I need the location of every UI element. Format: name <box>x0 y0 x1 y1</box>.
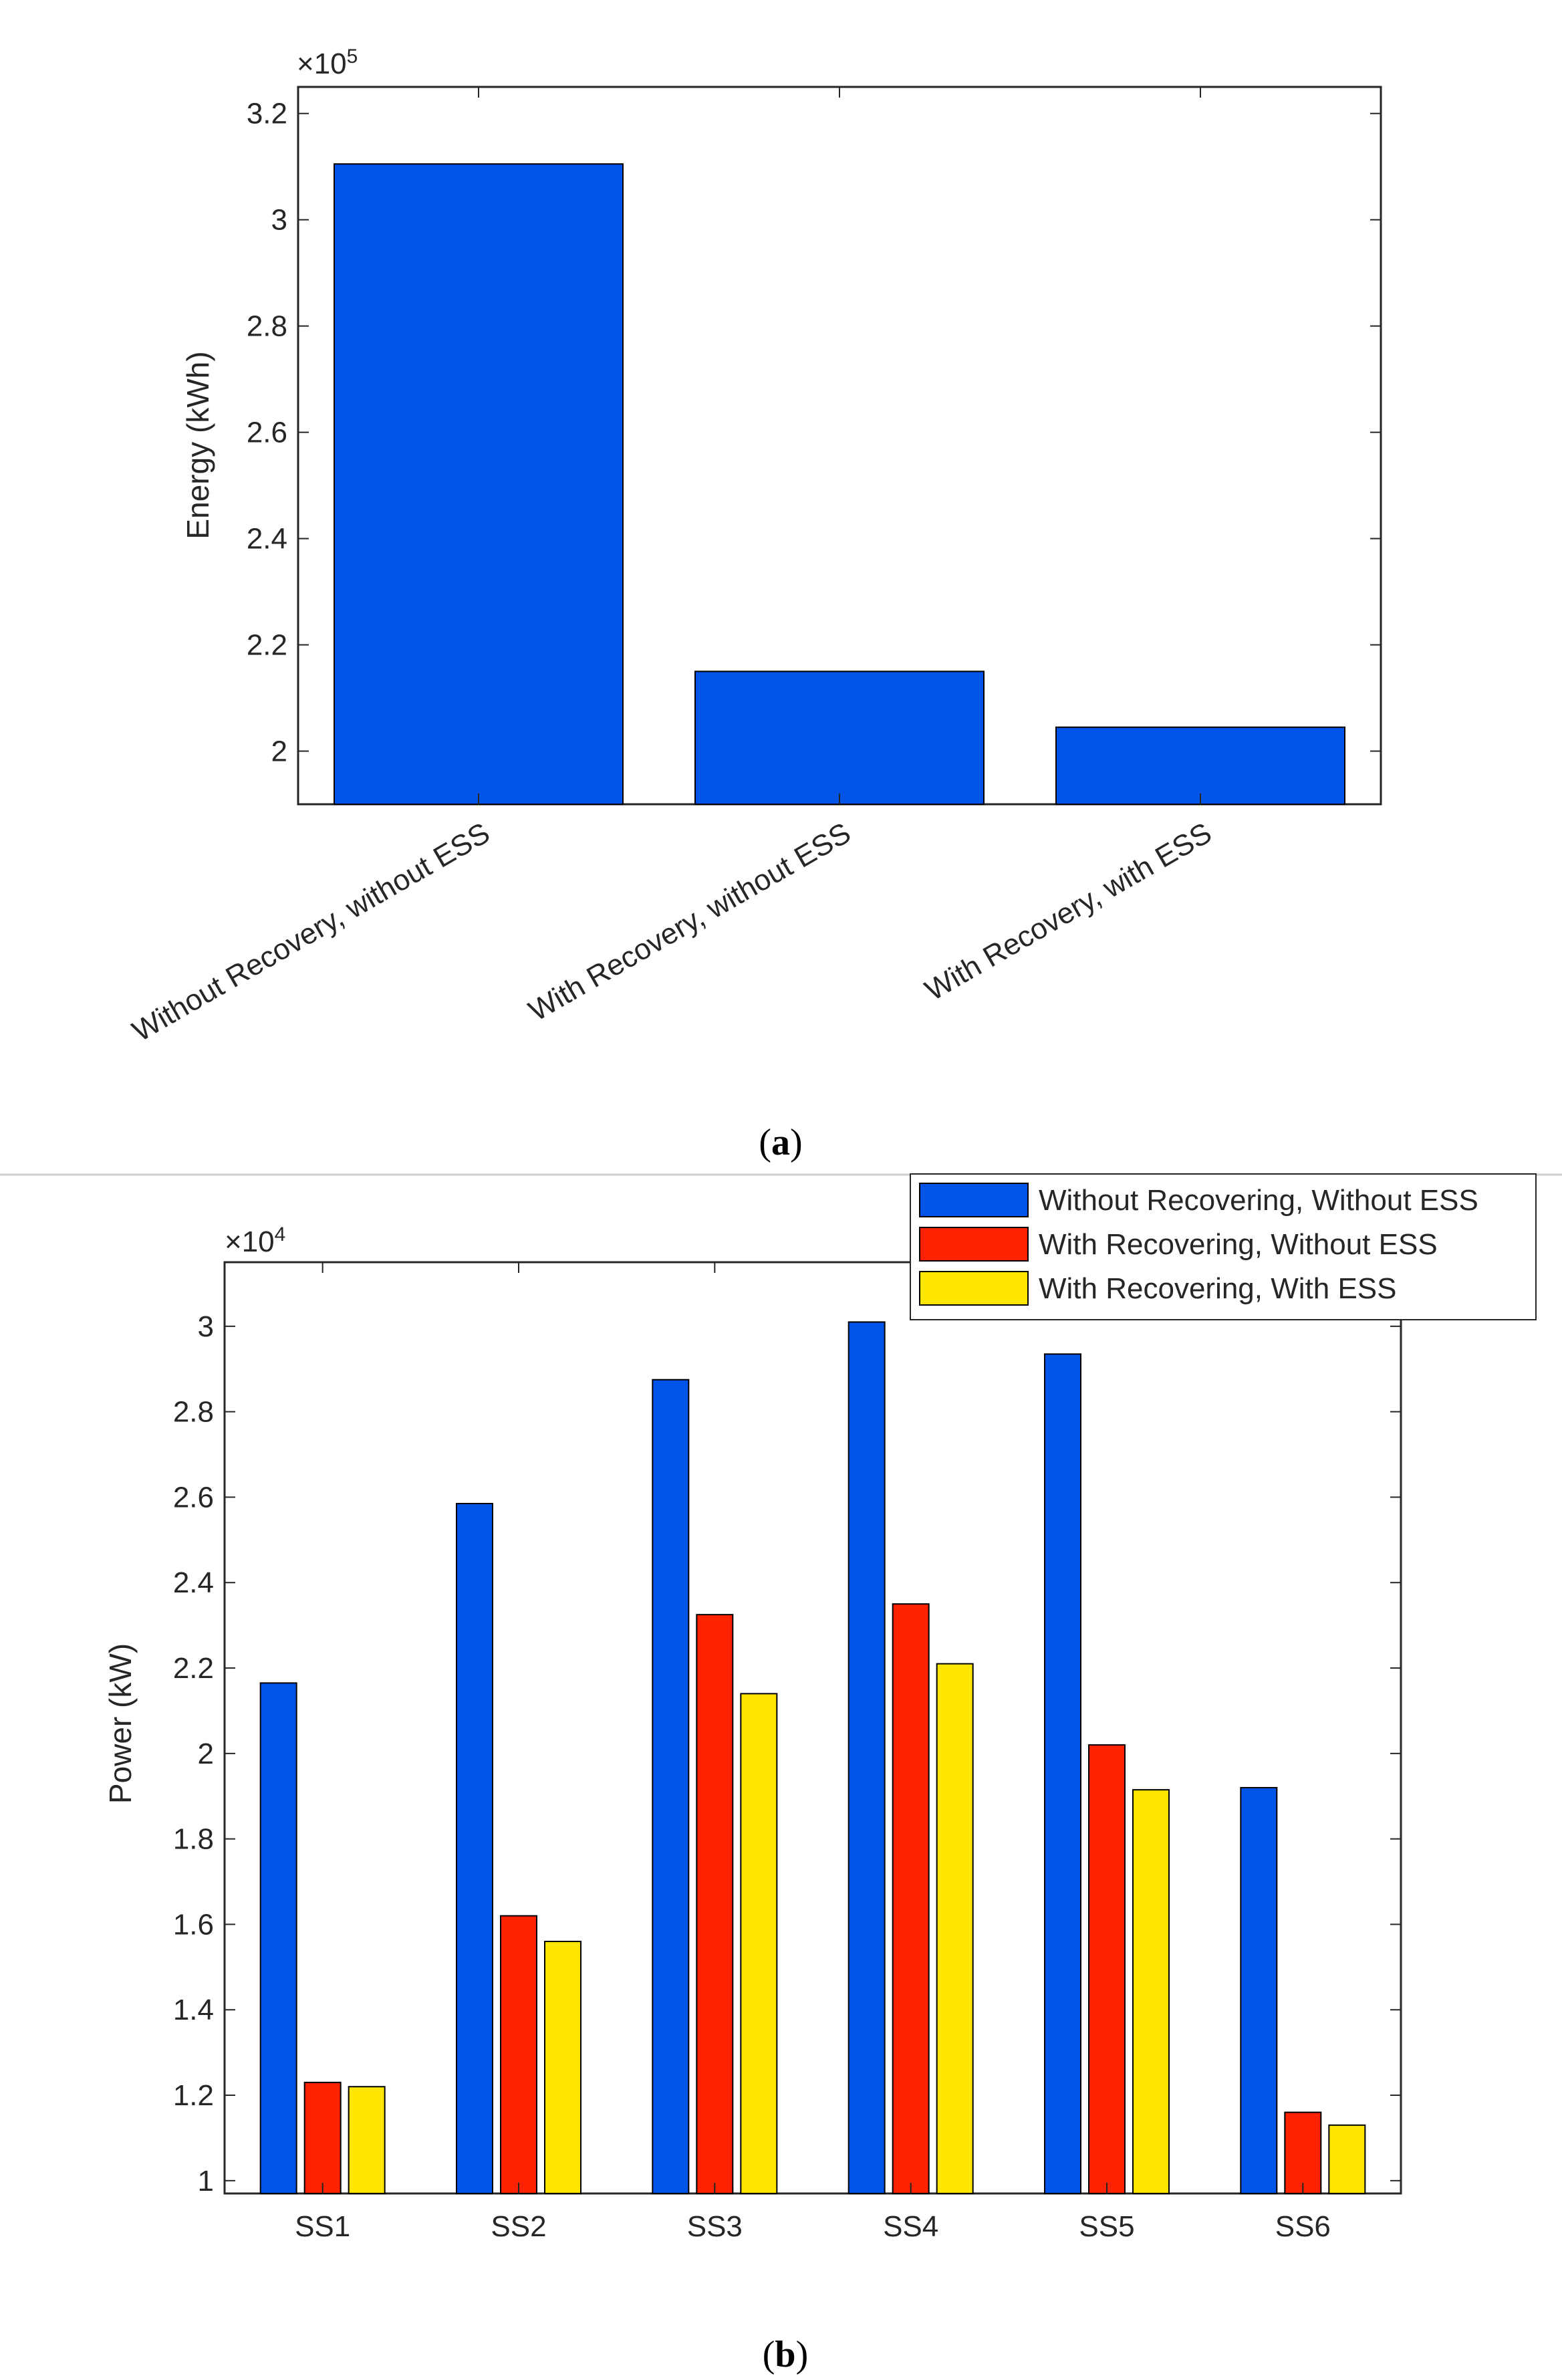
chart-a-y-axis-label: Energy (kWh) <box>180 351 215 539</box>
chart-b-y-axis-label: Power (kW) <box>103 1643 138 1804</box>
chart-b-bar <box>456 1503 493 2194</box>
chart-b-bar <box>348 2086 386 2194</box>
chart-b-bar <box>500 1915 537 2195</box>
chart-b-bar <box>1132 1789 1170 2194</box>
chart-b-bar <box>303 2081 342 2194</box>
chart-a-y-tick-label: 2.8 <box>247 310 287 343</box>
chart-b-bar <box>652 1379 690 2194</box>
chart-b-y-tick-label: 1.4 <box>173 1994 214 2026</box>
chart-a-y-tick-label: 3 <box>271 204 287 237</box>
chart-a-x-tick-label: With Recovery, without ESS <box>523 816 856 1028</box>
chart-b-legend-label: Without Recovering, Without ESS <box>1039 1184 1478 1217</box>
chart-b-exponent-label: ×104 <box>225 1223 285 1258</box>
chart-a-x-tick-label: With Recovery, with ESS <box>920 816 1217 1007</box>
chart-b-x-tick-label: SS3 <box>687 2210 743 2243</box>
chart-b-bar <box>740 1693 778 2194</box>
chart-a-y-tick-label: 2.6 <box>247 416 287 449</box>
chart-b-bar <box>1088 1744 1126 2194</box>
chart-b-y-tick-label: 1.6 <box>173 1908 214 1941</box>
chart-a: 2 2.2 2.4 2.6 2.8 3 3.2 Without Recovery, with… <box>127 45 1382 1163</box>
chart-b-x-tick-label: SS6 <box>1275 2210 1331 2243</box>
chart-b-bar <box>696 1614 734 2195</box>
chart-a-panel-label: (a) <box>759 1122 802 1163</box>
chart-b-y-tick-label: 2 <box>198 1738 214 1770</box>
chart-b-legend-swatch <box>919 1227 1029 1262</box>
chart-b-bar <box>1284 2111 1322 2195</box>
chart-b-bar <box>1240 1786 1278 2194</box>
chart-b-y-tick-label: 1.8 <box>173 1823 214 1856</box>
chart-a-y-tick-label: 3.2 <box>247 98 287 130</box>
chart-b-panel-label: (b) <box>763 2334 808 2375</box>
chart-b-y-tick-label: 2.2 <box>173 1652 214 1685</box>
chart-b-x-tick-label: SS4 <box>883 2210 938 2243</box>
chart-b-legend-swatch <box>919 1183 1029 1217</box>
chart-a-exponent-label: ×105 <box>297 45 358 80</box>
chart-a-x-tick-label: Without Recovery, without ESS <box>127 816 495 1048</box>
chart-b-bar <box>1328 2124 1366 2195</box>
chart-b-bar <box>936 1663 974 2194</box>
chart-b-legend-label: With Recovering, With ESS <box>1039 1272 1397 1305</box>
chart-b-bar <box>848 1321 886 2194</box>
chart-b-x-tick-label: SS1 <box>295 2210 350 2243</box>
chart-b-legend-label: With Recovering, Without ESS <box>1039 1228 1438 1261</box>
chart-b-bar <box>544 1940 581 2194</box>
chart-b-y-tick-label: 2.6 <box>173 1481 214 1514</box>
chart-b-y-tick-label: 2.8 <box>173 1396 214 1429</box>
chart-b-legend: Without Recovering, Without ESS With Reco… <box>910 1173 1537 1320</box>
chart-b-legend-swatch <box>919 1271 1029 1306</box>
chart-a-y-tick-label: 2.2 <box>247 629 287 662</box>
chart-a-y-tick-label: 2.4 <box>247 523 287 556</box>
chart-b: 1 1.2 1.4 1.6 1.8 2 2.2 2.4 2.6 2.8 3 SS1 SS2 SS3 SS4… <box>103 1173 1537 2375</box>
chart-b-plot-area <box>223 1261 1402 2195</box>
chart-b-bar <box>892 1603 930 2194</box>
chart-b-x-tick-label: SS2 <box>491 2210 546 2243</box>
chart-b-y-tick-label: 2.4 <box>173 1566 214 1599</box>
chart-b-y-tick-label: 3 <box>198 1310 214 1343</box>
chart-a-bar <box>1055 726 1345 805</box>
chart-b-y-tick-label: 1.2 <box>173 2079 214 2112</box>
chart-b-bar <box>259 1682 297 2195</box>
chart-a-y-tick-label: 2 <box>271 735 287 768</box>
chart-b-bar <box>1044 1353 1081 2194</box>
chart-b-x-tick-label: SS5 <box>1079 2210 1134 2243</box>
chart-a-bar <box>334 163 624 805</box>
chart-a-bar <box>694 671 985 806</box>
chart-b-y-tick-label: 1 <box>198 2165 214 2197</box>
